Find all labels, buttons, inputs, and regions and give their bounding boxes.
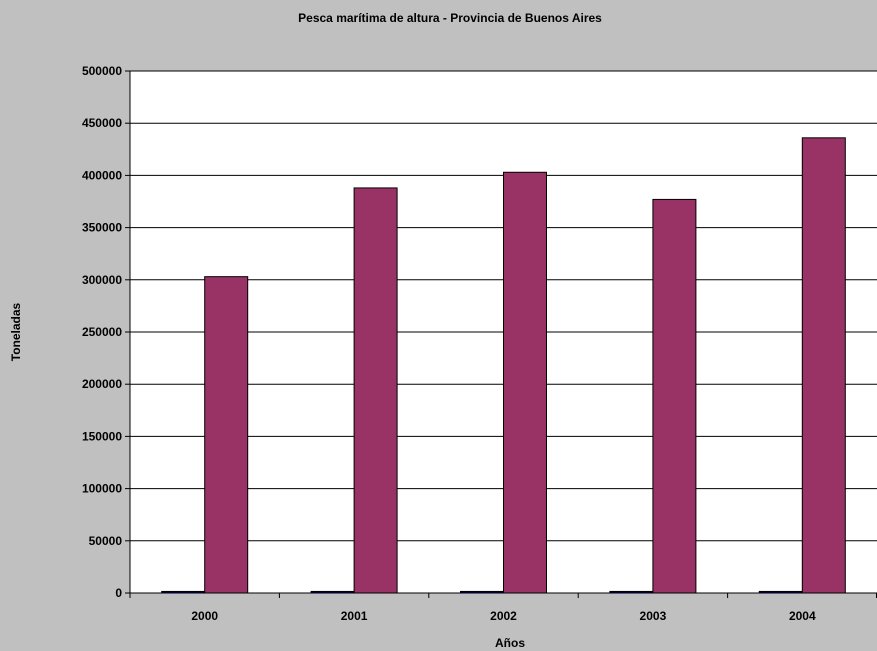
x-tick-label: 2002 <box>490 609 517 623</box>
x-tick-label: 2003 <box>640 609 667 623</box>
y-tick-label: 500000 <box>82 64 122 78</box>
y-tick-label: 100000 <box>82 482 122 496</box>
y-tick-label: 450000 <box>82 116 122 130</box>
bar-2003-series-2 <box>652 198 697 594</box>
y-tick-label: 350000 <box>82 221 122 235</box>
y-tick-label: 250000 <box>82 325 122 339</box>
y-tick-label: 50000 <box>89 534 123 548</box>
x-tick-label: 2001 <box>341 609 368 623</box>
bar-2001-series-2 <box>353 187 398 594</box>
bar-2000-series-2 <box>204 276 249 594</box>
x-tick-labels: 2000 2001 2002 2003 2004 <box>191 609 816 623</box>
bar-2002-series-2 <box>503 171 547 594</box>
y-tick-label: 200000 <box>82 377 122 391</box>
y-tick-label: 400000 <box>82 168 122 182</box>
x-axis-title: Años <box>495 636 525 650</box>
y-tick-labels: 0 50000 100000 150000 200000 250000 300000 3500… <box>82 64 122 600</box>
y-tick-label: 300000 <box>82 273 122 287</box>
y-axis-title: Toneladas <box>9 302 23 361</box>
y-tick-label: 150000 <box>82 429 122 443</box>
axes <box>125 70 877 598</box>
bar-2004-series-2 <box>801 137 846 594</box>
chart-title: Pesca marítima de altura - Provincia de … <box>298 11 602 25</box>
bars <box>161 137 846 594</box>
x-tick-label: 2004 <box>789 609 816 623</box>
y-tick-label: 0 <box>115 586 122 600</box>
x-tick-label: 2000 <box>191 609 218 623</box>
